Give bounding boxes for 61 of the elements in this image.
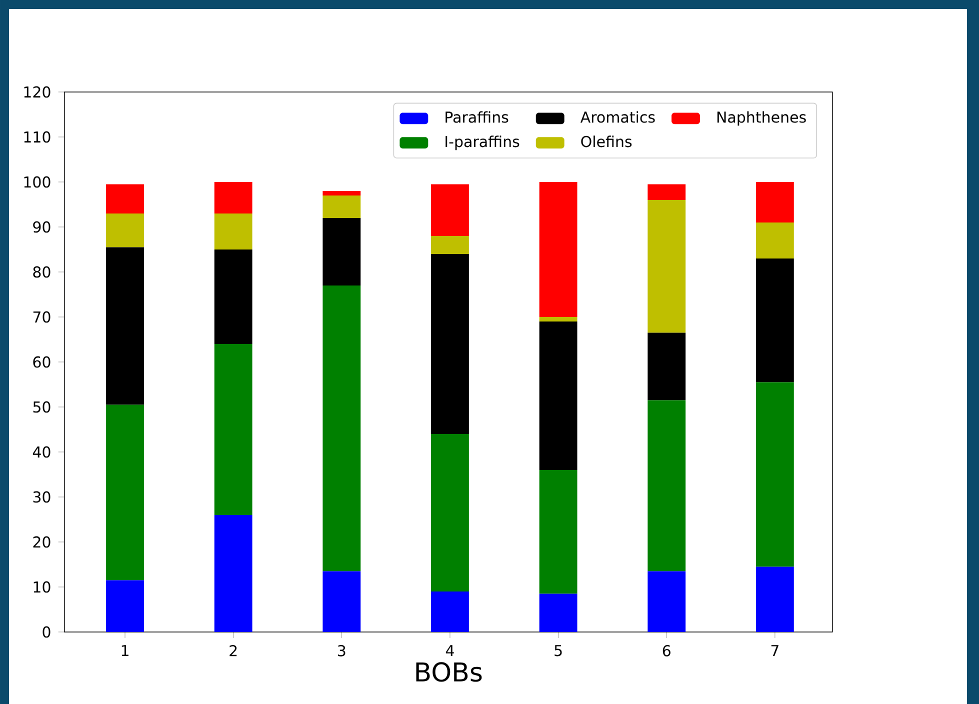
bar	[539, 316, 578, 322]
y-tick-label: 120	[24, 86, 50, 98]
bar	[431, 184, 469, 236]
bar	[648, 184, 686, 200]
legend-label: Naphthenes	[717, 111, 806, 126]
bar	[431, 236, 469, 254]
bar	[648, 332, 686, 400]
bar	[106, 404, 144, 580]
x-tick-label: 3	[338, 645, 346, 656]
bar	[106, 213, 144, 248]
bar	[214, 249, 252, 344]
bar	[539, 182, 578, 317]
bar	[214, 182, 252, 214]
y-tick-label: 60	[33, 356, 50, 368]
bar	[322, 195, 361, 218]
legend-label: Olefins	[581, 136, 632, 148]
y-tick-label: 20	[33, 536, 50, 548]
y-tick-label: 70	[33, 311, 50, 323]
y-tick-label: 100	[24, 176, 50, 188]
x-tick-label: 1	[122, 645, 128, 656]
y-tick-label: 90	[33, 221, 50, 233]
x-tick-label: 5	[554, 645, 562, 656]
bar	[106, 580, 144, 632]
bar	[539, 594, 578, 632]
bar	[214, 344, 252, 515]
bar	[756, 222, 794, 258]
bar	[322, 190, 361, 196]
bar	[539, 321, 578, 470]
bar	[431, 434, 469, 592]
bar	[756, 182, 794, 222]
bar	[431, 591, 469, 632]
bar	[106, 184, 144, 214]
x-tick-label: 4	[446, 645, 454, 656]
bar	[322, 285, 361, 572]
bar	[214, 514, 252, 632]
x-axis-title: BOBs	[416, 662, 482, 682]
y-tick-label: 40	[32, 446, 50, 458]
y-tick-label: 0	[42, 626, 50, 638]
bar	[106, 247, 144, 405]
x-tick-label: 2	[230, 645, 237, 656]
bar	[539, 470, 578, 594]
bar	[756, 566, 794, 632]
bar	[322, 218, 361, 286]
legend-label: I-paraffins	[446, 136, 520, 150]
y-tick-label: 80	[33, 266, 50, 278]
bar	[431, 254, 469, 434]
legend-label: Aromatics	[580, 111, 655, 123]
bar	[322, 571, 361, 632]
bar	[756, 382, 794, 567]
y-tick-label: 50	[33, 401, 50, 413]
x-tick-label: 7	[771, 645, 778, 656]
y-tick-label: 110	[24, 131, 50, 143]
bar	[648, 571, 686, 632]
bar	[214, 213, 252, 250]
legend-label: Paraffins	[446, 111, 508, 123]
x-tick-label: 6	[662, 645, 670, 656]
bar	[756, 258, 794, 382]
y-tick-label: 30	[33, 491, 50, 503]
y-tick-label: 10	[34, 581, 50, 593]
bar	[648, 200, 686, 333]
bar	[648, 400, 686, 572]
